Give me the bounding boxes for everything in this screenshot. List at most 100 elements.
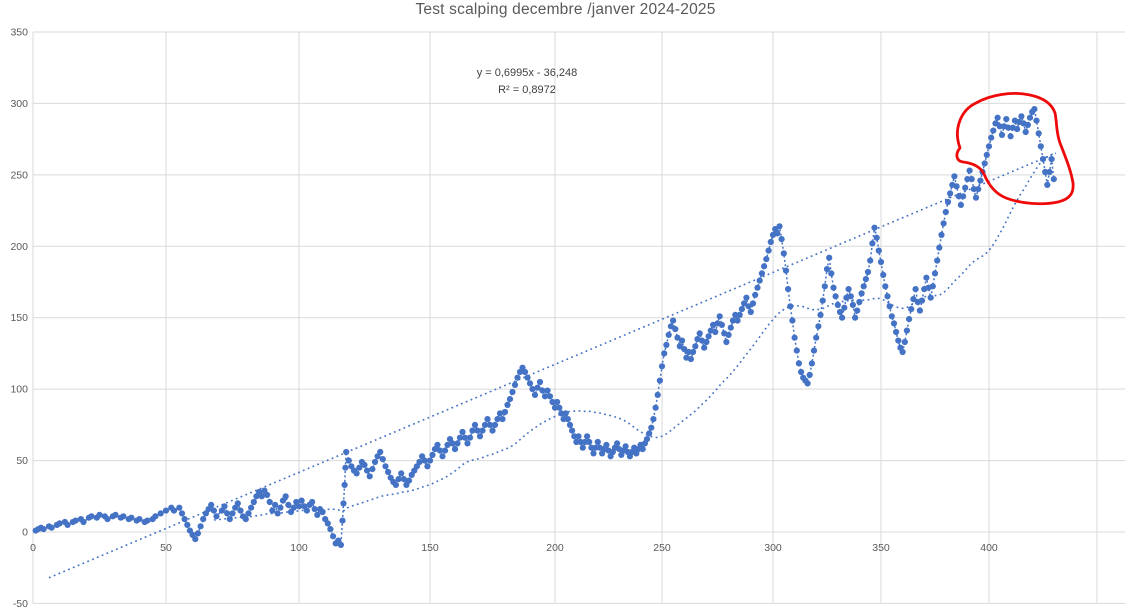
data-point-marker — [970, 186, 978, 193]
data-point-marker — [539, 387, 546, 394]
data-point-marker — [64, 521, 71, 529]
data-point-marker — [727, 324, 734, 331]
data-point-marker — [685, 348, 692, 356]
data-point-marker — [162, 507, 170, 514]
data-point-marker — [996, 123, 1003, 130]
data-point-marker — [867, 257, 874, 264]
data-point-marker — [531, 391, 539, 398]
data-point-marker — [501, 408, 509, 416]
data-point-marker — [429, 451, 436, 458]
data-point-marker — [716, 313, 723, 320]
data-point-marker — [903, 327, 911, 334]
data-point-marker — [985, 143, 993, 150]
x-axis-label: 300 — [764, 542, 782, 554]
data-point-marker — [752, 291, 759, 298]
data-point-marker — [1024, 121, 1031, 128]
data-point-marker — [237, 507, 244, 514]
data-point-marker — [400, 476, 407, 483]
data-point-marker — [395, 476, 402, 483]
data-point-marker — [1005, 124, 1012, 131]
trendline-r2-label: R² = 0,8972 — [498, 83, 556, 96]
data-point-marker — [1035, 130, 1042, 137]
data-point-marker — [663, 341, 670, 348]
data-point-marker — [964, 176, 971, 183]
data-point-marker — [213, 513, 220, 520]
data-point-marker — [705, 333, 712, 340]
data-point-marker — [895, 337, 902, 344]
data-point-marker — [923, 274, 930, 281]
data-point-marker — [1007, 133, 1014, 140]
data-point-marker — [676, 343, 683, 350]
linear-trendline — [48, 152, 1057, 579]
data-point-marker — [836, 308, 844, 316]
data-point-marker — [549, 398, 556, 406]
data-point-marker — [464, 440, 471, 447]
data-point-marker — [723, 338, 730, 346]
data-point-marker — [877, 258, 885, 266]
data-point-marker — [474, 427, 481, 434]
data-point-marker — [128, 514, 135, 521]
data-point-marker — [761, 263, 768, 270]
data-point-marker — [988, 134, 995, 141]
data-point-marker — [345, 457, 352, 464]
data-point-marker — [56, 520, 63, 527]
data-point-marker — [157, 510, 164, 517]
data-point-marker — [955, 193, 962, 200]
data-point-marker — [787, 303, 794, 310]
data-point-marker — [481, 421, 489, 428]
data-point-marker — [234, 500, 241, 507]
data-point-marker — [960, 193, 967, 200]
data-point-marker — [736, 311, 743, 318]
data-point-marker — [48, 524, 55, 531]
data-point-marker — [927, 294, 934, 301]
data-point-marker — [192, 536, 199, 543]
data-point-marker — [536, 378, 544, 386]
data-point-marker — [366, 473, 373, 480]
data-point-marker — [526, 380, 534, 387]
data-point-marker — [285, 501, 292, 508]
data-point-marker — [224, 510, 231, 517]
data-point-marker — [258, 493, 265, 500]
data-point-marker — [875, 247, 882, 254]
data-point-marker — [994, 114, 1001, 121]
data-point-marker — [785, 286, 792, 293]
x-axis-label: 200 — [546, 542, 564, 554]
data-point-marker — [687, 356, 695, 363]
data-point-marker — [290, 504, 297, 511]
data-point-marker — [901, 338, 908, 346]
data-point-marker — [1048, 156, 1055, 163]
data-point-marker — [248, 504, 255, 511]
data-point-marker — [221, 503, 228, 510]
data-point-marker — [272, 501, 279, 508]
data-point-marker — [856, 298, 863, 306]
data-point-marker — [184, 521, 191, 529]
data-point-marker — [839, 314, 846, 321]
data-point-marker — [860, 283, 867, 290]
y-axis-label: 350 — [10, 27, 28, 39]
data-point-marker — [1037, 143, 1044, 150]
data-point-marker — [556, 404, 563, 411]
data-point-marker — [339, 517, 346, 524]
data-point-marker — [940, 220, 947, 227]
data-point-marker — [575, 433, 582, 440]
data-point-marker — [361, 461, 368, 468]
data-point-marker — [815, 323, 822, 330]
chart-title: Test scalping decembre /janver 2024-2025 — [415, 1, 716, 18]
data-point-marker — [466, 434, 474, 441]
data-point-marker — [496, 410, 504, 417]
y-axis-label: 200 — [10, 241, 28, 253]
data-point-marker — [828, 270, 835, 277]
data-point-marker — [793, 347, 800, 354]
data-point-marker — [499, 416, 506, 423]
data-point-marker — [975, 186, 982, 193]
data-point-marker — [311, 506, 318, 513]
data-point-marker — [504, 401, 511, 408]
data-point-marker — [551, 404, 559, 411]
data-point-marker — [953, 183, 960, 190]
data-point-marker — [546, 393, 554, 400]
data-point-marker — [656, 377, 664, 384]
data-point-marker — [245, 510, 252, 517]
data-point-marker — [670, 317, 677, 324]
data-point-marker — [451, 446, 459, 453]
